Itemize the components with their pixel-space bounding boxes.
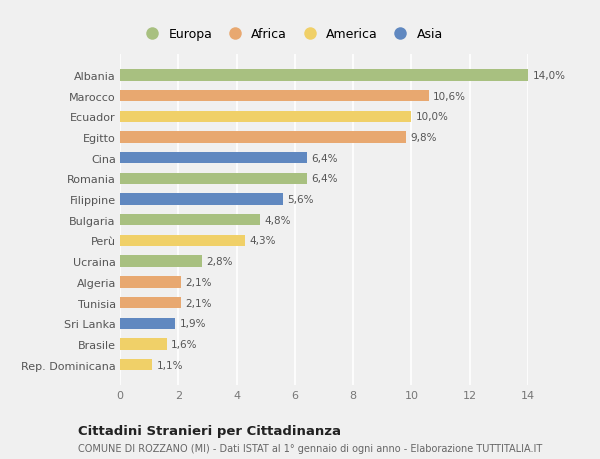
Text: COMUNE DI ROZZANO (MI) - Dati ISTAT al 1° gennaio di ogni anno - Elaborazione TU: COMUNE DI ROZZANO (MI) - Dati ISTAT al 1… [78,443,542,453]
Bar [120,235,245,246]
Text: 2,8%: 2,8% [206,257,232,267]
Text: 1,9%: 1,9% [180,319,206,329]
Text: 1,1%: 1,1% [157,360,183,370]
Bar [120,359,152,370]
Bar [120,318,175,329]
Text: 10,0%: 10,0% [416,112,449,122]
Text: 2,1%: 2,1% [185,298,212,308]
Bar [120,256,202,267]
Bar [120,277,181,288]
Bar [120,215,260,226]
Bar [120,297,181,308]
Text: 10,6%: 10,6% [433,91,466,101]
Bar [120,132,406,143]
Text: 9,8%: 9,8% [410,133,436,143]
Text: 6,4%: 6,4% [311,174,337,184]
Text: 5,6%: 5,6% [287,195,314,205]
Bar [120,339,167,350]
Bar [120,70,528,81]
Text: 4,8%: 4,8% [264,215,291,225]
Bar [120,174,307,185]
Bar [120,153,307,164]
Text: 2,1%: 2,1% [185,277,212,287]
Text: 14,0%: 14,0% [532,71,565,81]
Bar [120,91,429,102]
Text: 4,3%: 4,3% [250,236,276,246]
Bar [120,112,412,123]
Bar [120,194,283,205]
Text: 1,6%: 1,6% [171,339,197,349]
Legend: Europa, Africa, America, Asia: Europa, Africa, America, Asia [140,28,443,41]
Text: 6,4%: 6,4% [311,153,337,163]
Text: Cittadini Stranieri per Cittadinanza: Cittadini Stranieri per Cittadinanza [78,424,341,437]
